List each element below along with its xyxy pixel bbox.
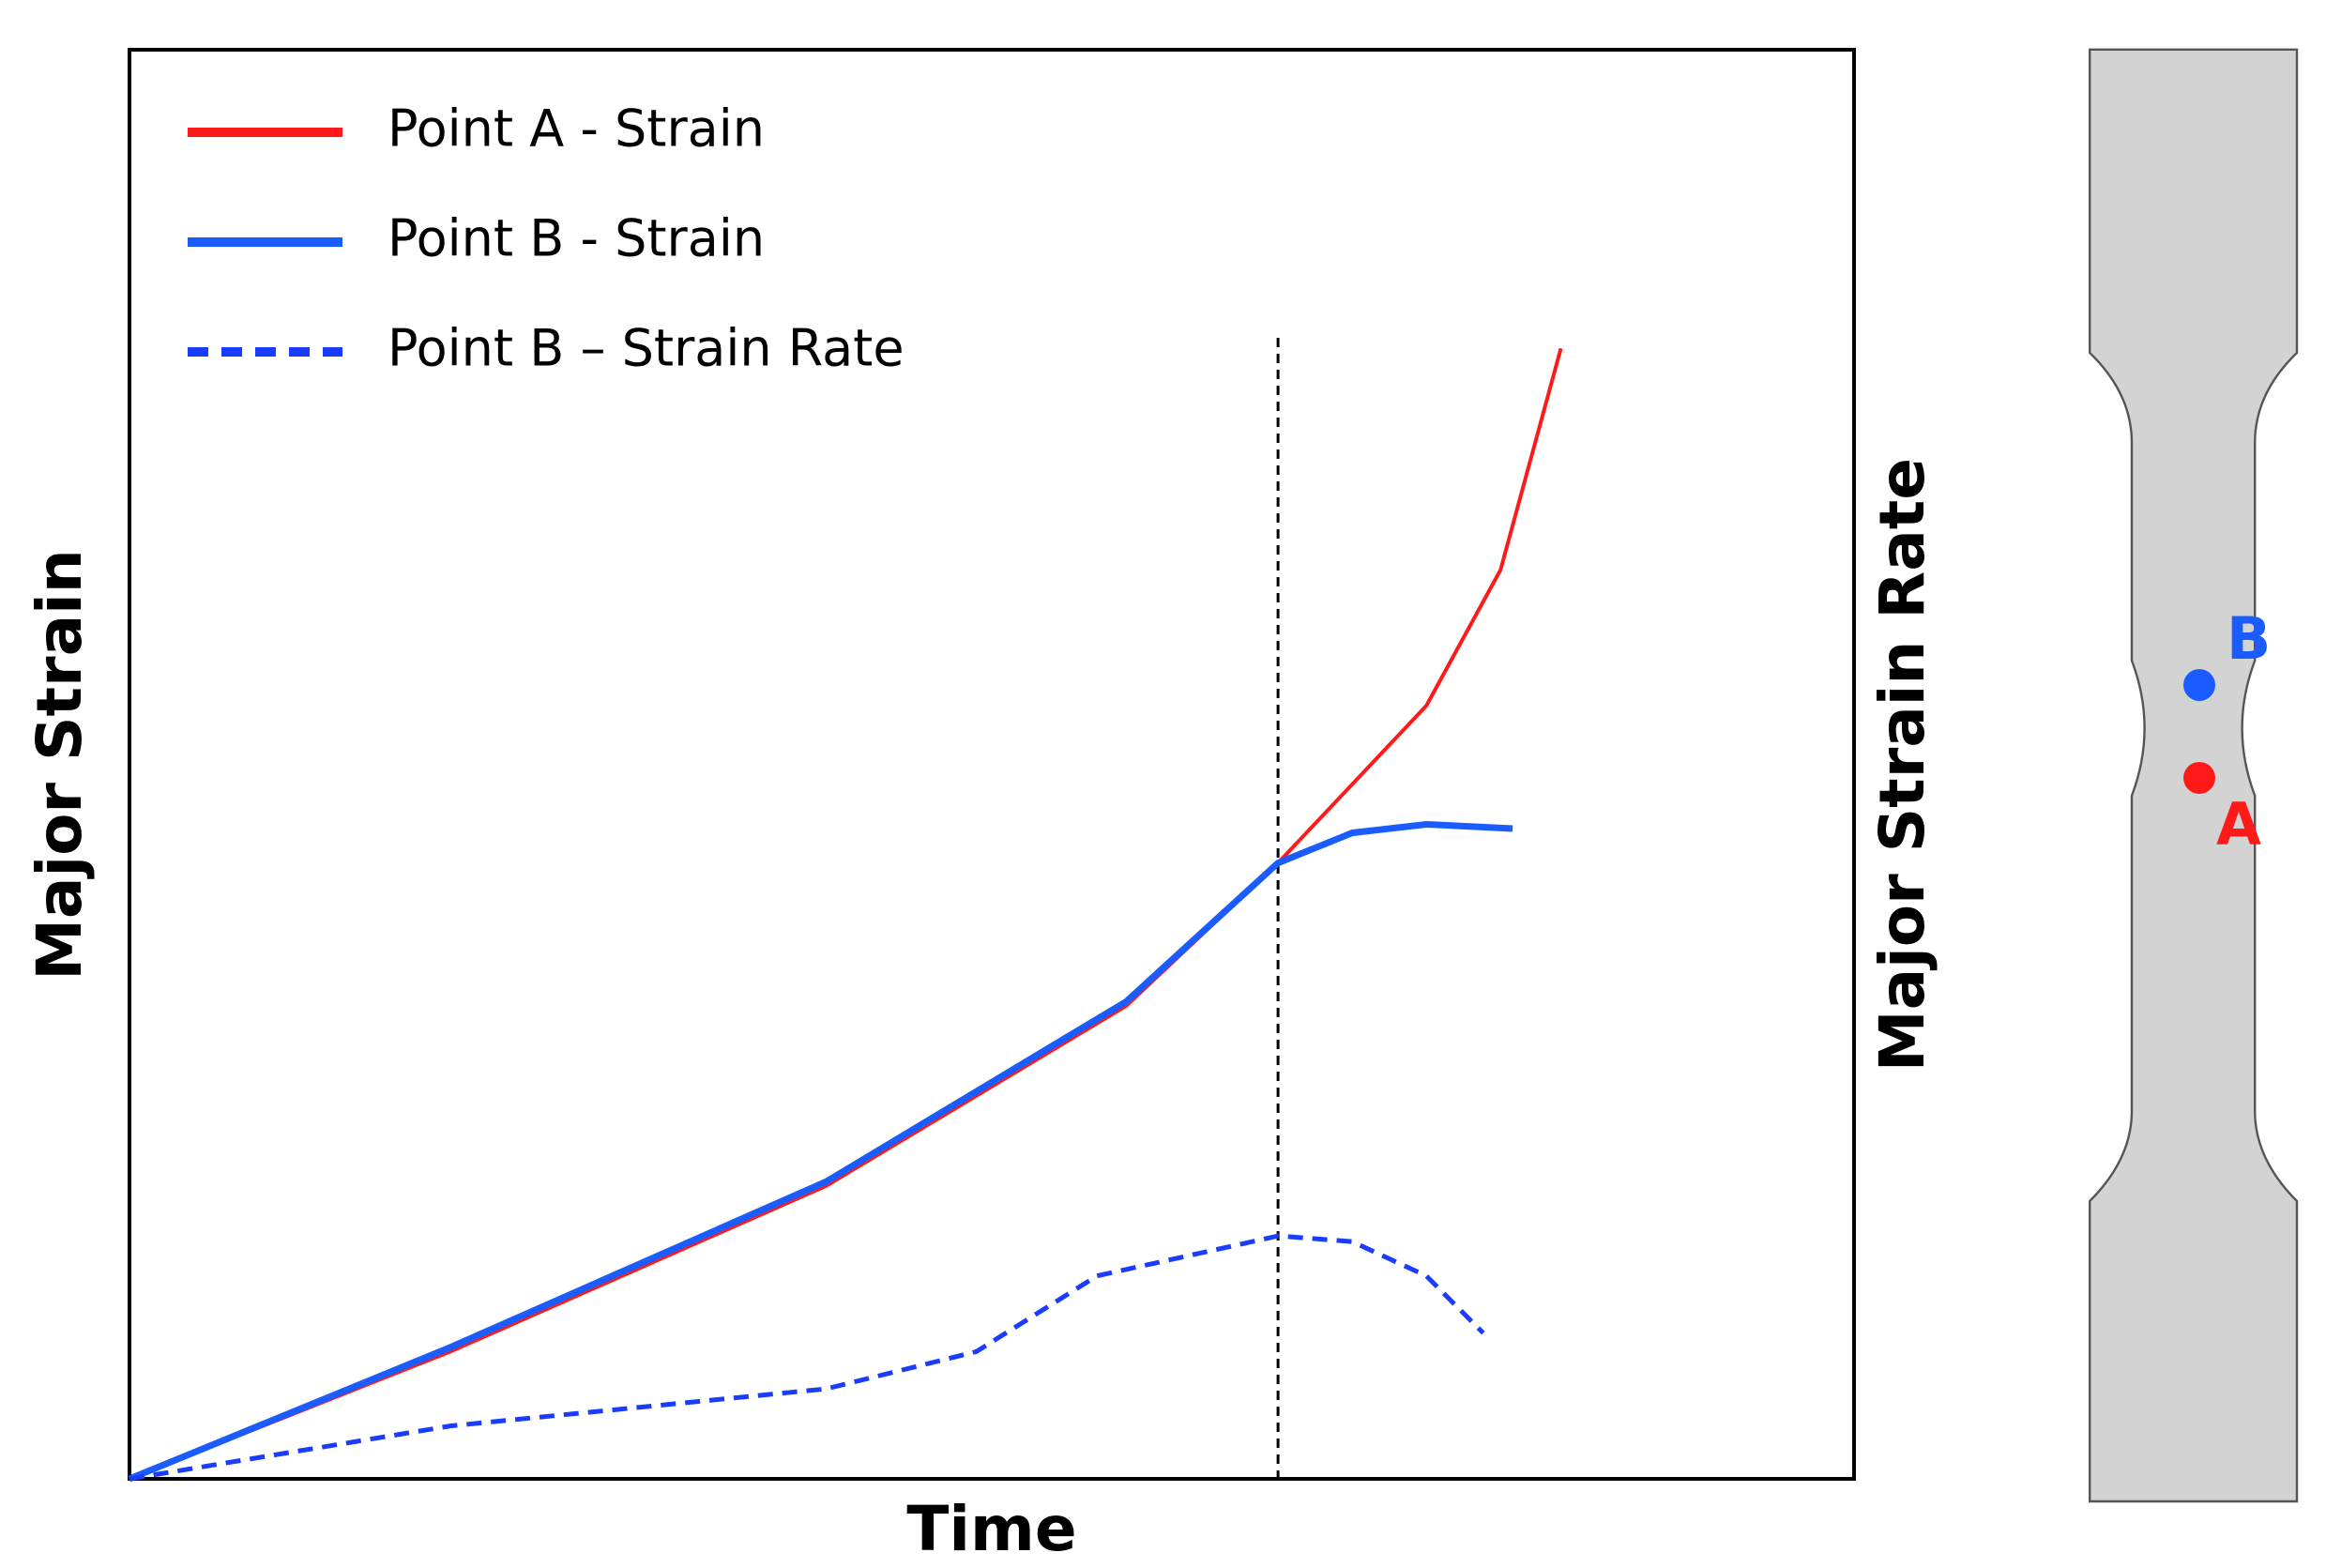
specimen-point-label: B: [2227, 604, 2271, 673]
specimen-points: BA: [2183, 604, 2271, 859]
series-line: [129, 1233, 1485, 1482]
plot-frame: [128, 48, 1856, 1481]
plot: Point A - Strain Point B - Strain Point B …: [128, 99, 1563, 1483]
legend-label: Point B - Strain: [388, 209, 765, 268]
legend-label: Point B – Strain Rate: [388, 319, 905, 378]
specimen-point: [2183, 762, 2215, 794]
legend-label: Point A - Strain: [388, 99, 765, 159]
specimen-point: [2183, 669, 2215, 701]
x-axis-label: Time: [906, 1493, 1076, 1565]
series-line: [129, 347, 1563, 1481]
specimen-point-label: A: [2216, 790, 2261, 859]
y2-axis-label: Major Strain Rate: [1866, 458, 1938, 1072]
series-line: [128, 820, 1513, 1483]
y-axis-label: Major Strain: [23, 549, 96, 981]
